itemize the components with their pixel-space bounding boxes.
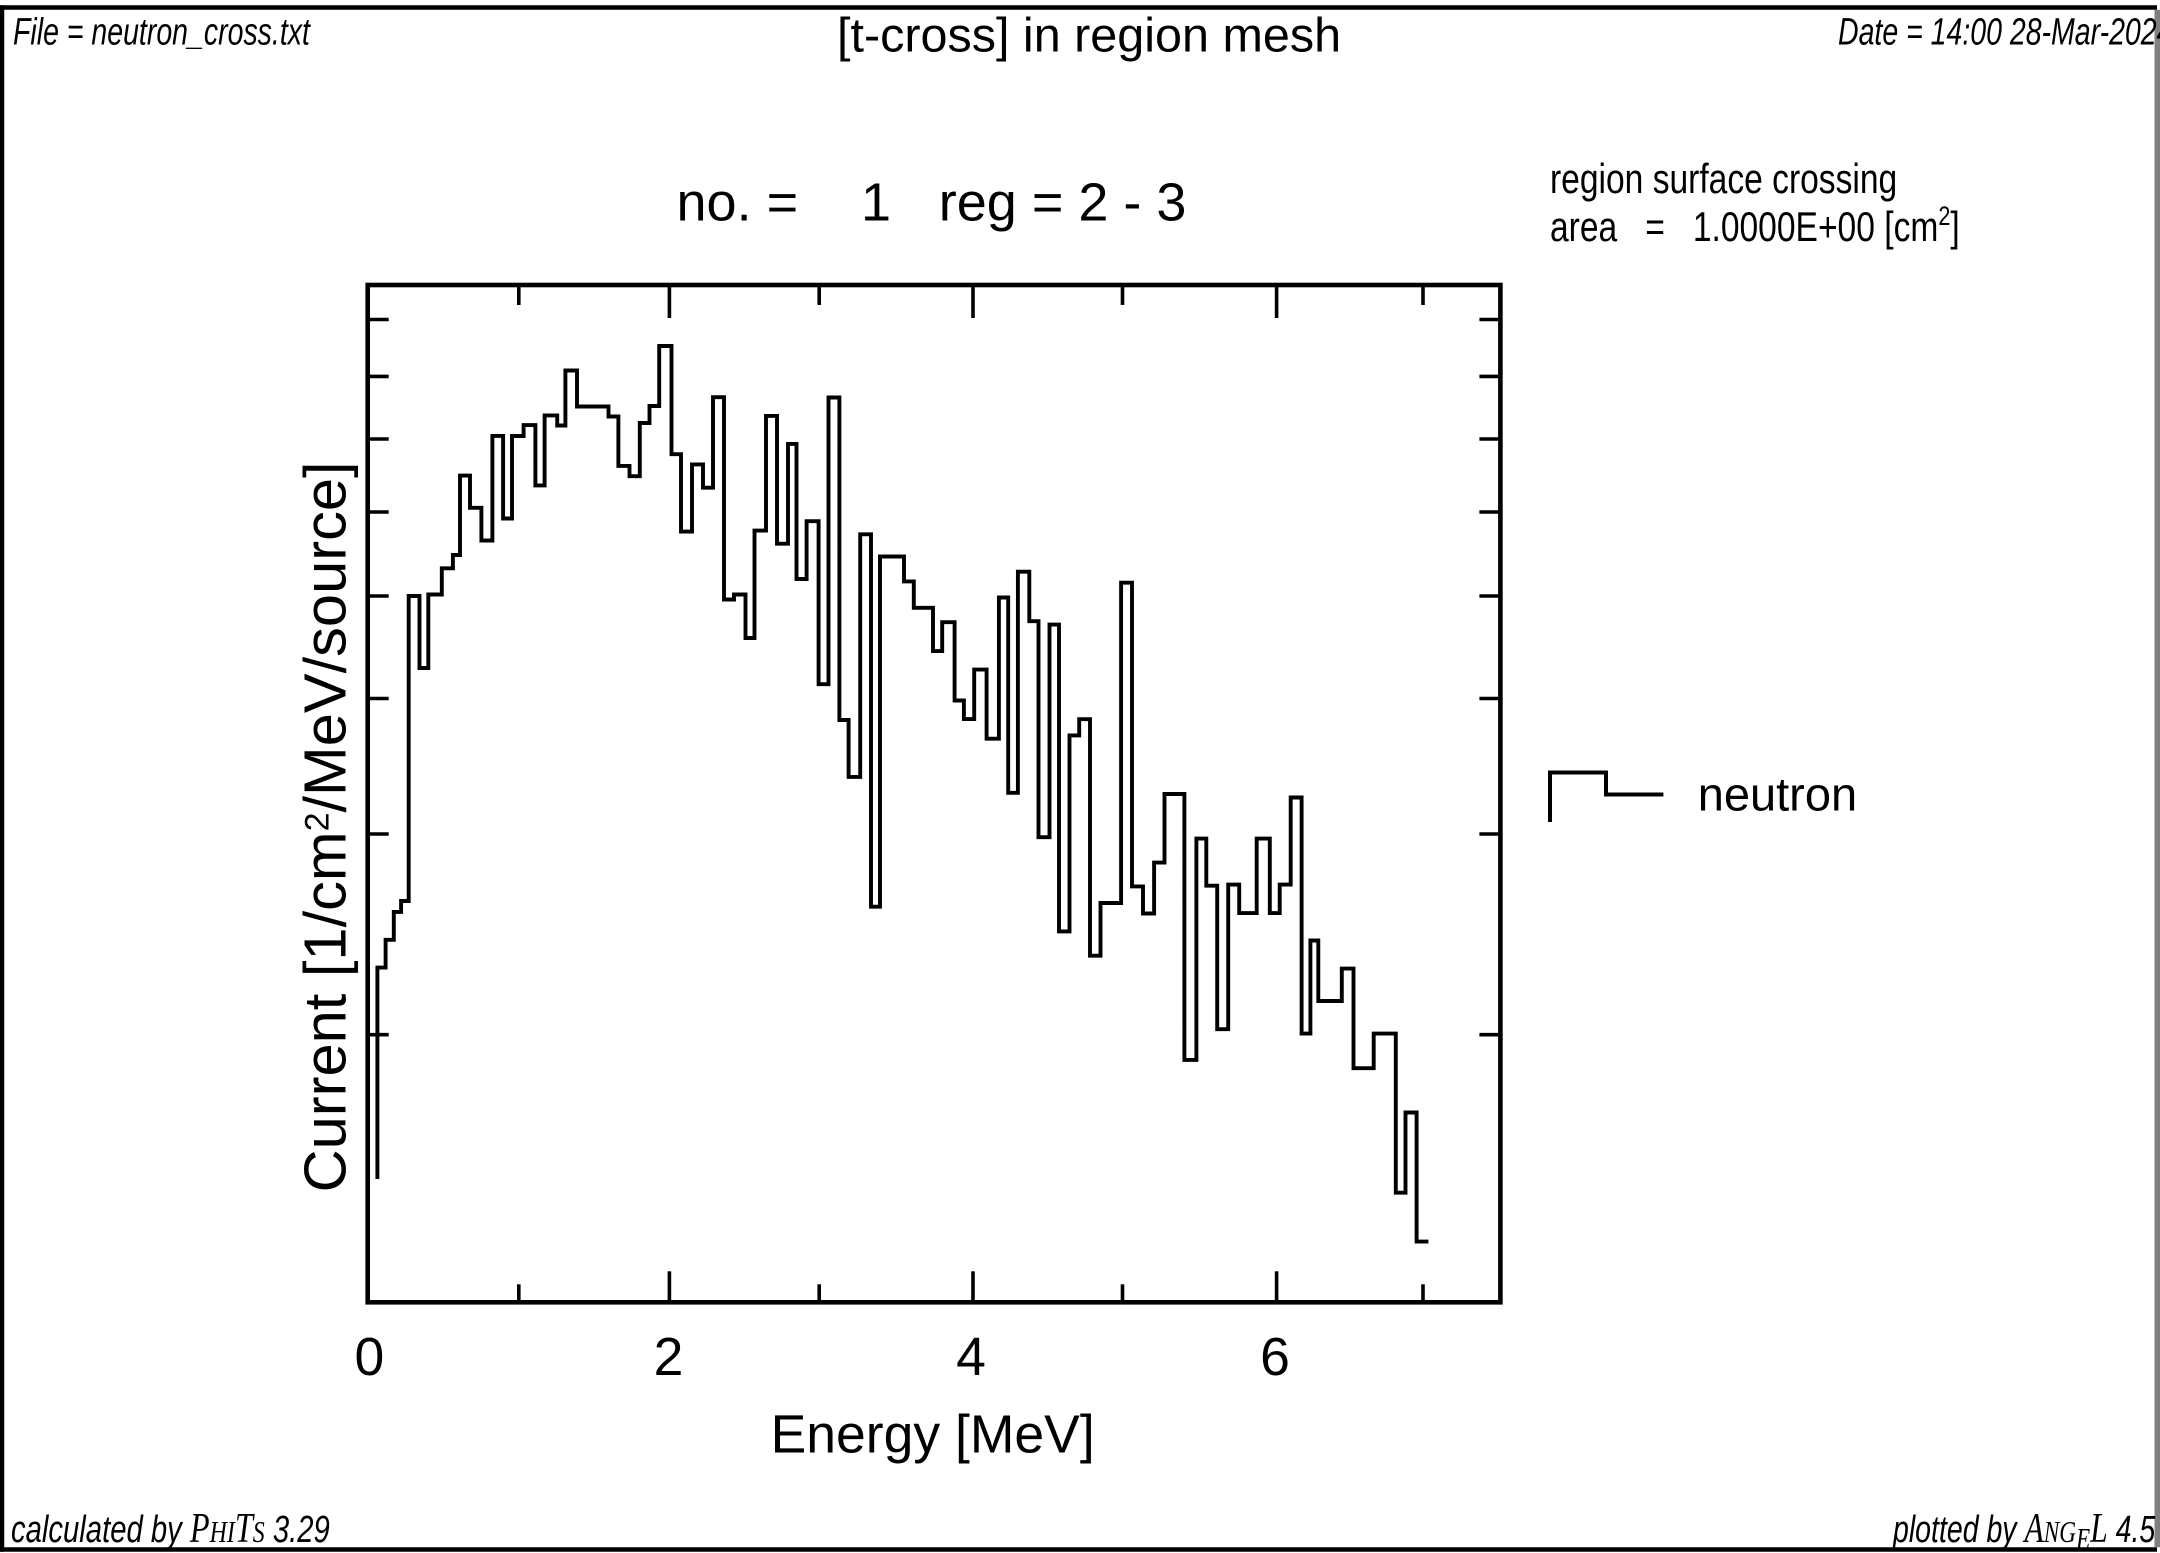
svg-text:2: 2 xyxy=(654,1328,684,1387)
svg-text:Date = 14:00 28-Mar-2024: Date = 14:00 28-Mar-2024 xyxy=(1838,12,2160,54)
svg-text:4: 4 xyxy=(956,1328,986,1387)
svg-text:area = 1.0000E+00 [cm2]: area = 1.0000E+00 [cm2] xyxy=(1550,202,1960,251)
svg-text:calculated by PHITS 3.29: calculated by PHITS 3.29 xyxy=(11,1506,330,1552)
svg-text:region surface crossing: region surface crossing xyxy=(1550,157,1897,203)
svg-text:no. =: no. = xyxy=(677,173,799,233)
svg-text:reg = 2 - 3: reg = 2 - 3 xyxy=(939,173,1187,233)
svg-text:6: 6 xyxy=(1260,1328,1290,1387)
svg-text:neutron: neutron xyxy=(1698,768,1857,821)
svg-text:Energy [MeV]: Energy [MeV] xyxy=(771,1405,1095,1464)
svg-text:plotted by ANGEL 4.5: plotted by ANGEL 4.5 xyxy=(1892,1506,2155,1553)
svg-text:1: 1 xyxy=(861,173,891,233)
svg-text:[t-cross] in region mesh: [t-cross] in region mesh xyxy=(837,9,1341,63)
svg-text:0: 0 xyxy=(355,1328,385,1387)
svg-text:File = neutron_cross.txt: File = neutron_cross.txt xyxy=(13,12,311,54)
